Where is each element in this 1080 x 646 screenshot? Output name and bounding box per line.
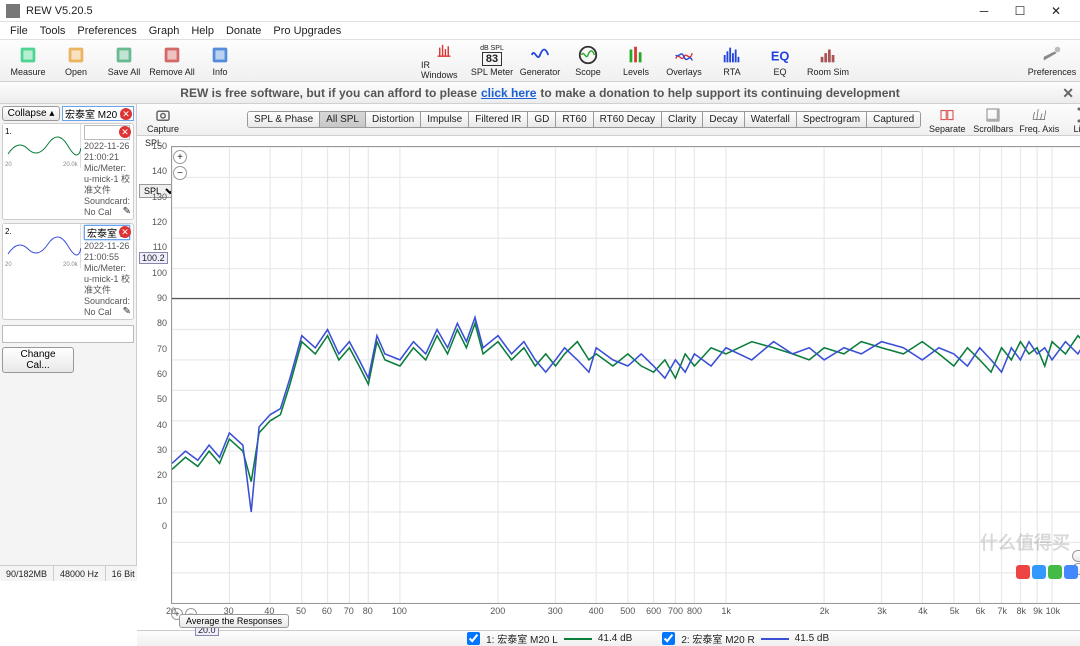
menubar: FileToolsPreferencesGraphHelpDonatePro U… <box>0 22 1080 40</box>
tab-filteredir[interactable]: Filtered IR <box>469 112 528 127</box>
capture-button[interactable]: Capture <box>143 106 183 134</box>
svg-text:20: 20 <box>5 262 12 268</box>
levels-button[interactable]: Levels <box>612 41 660 81</box>
open-button[interactable]: Open <box>52 41 100 81</box>
measure-button[interactable]: Measure <box>4 41 52 81</box>
menu-proupgrades[interactable]: Pro Upgrades <box>267 25 347 37</box>
edit-icon[interactable]: ✎ <box>123 206 131 217</box>
delete-icon[interactable]: ✕ <box>120 108 132 120</box>
legend-item[interactable]: 1: 宏泰室 M20 L 41.4 dB <box>467 631 632 646</box>
tab-rtdecay[interactable]: RT60 Decay <box>594 112 662 127</box>
info-button[interactable]: Info <box>196 41 244 81</box>
viewbar: Capture SPL & PhaseAll SPLDistortionImpu… <box>137 104 1080 136</box>
plot-canvas[interactable]: 10 ... 200 20 ... 20,000 <box>171 146 1080 604</box>
menu-help[interactable]: Help <box>185 25 220 37</box>
legend-checkbox[interactable] <box>467 632 480 645</box>
chart-legend: 1: 宏泰室 M20 L 41.4 dB 2: 宏泰室 M20 R 41.5 d… <box>137 630 1080 646</box>
donation-banner: REW is free software, but if you can aff… <box>0 82 1080 104</box>
system-tray <box>1016 565 1078 579</box>
change-cal-button[interactable]: Change Cal... <box>2 347 74 373</box>
rta-button[interactable]: RTA <box>708 41 756 81</box>
svg-text:20: 20 <box>5 162 12 168</box>
x-axis: +− 20.0 20304050607080100200300400500600… <box>171 606 1080 620</box>
y-axis: SPL SPL▾ 0102030405060708090100110120130… <box>137 136 171 630</box>
tab-rt[interactable]: RT60 <box>556 112 593 127</box>
saveall-button[interactable]: Save All <box>100 41 148 81</box>
legend-checkbox[interactable] <box>662 632 675 645</box>
eq-button[interactable]: EQEQ <box>756 41 804 81</box>
freqaxis-button[interactable]: Freq. Axis <box>1017 106 1061 134</box>
window-title: REW V5.20.5 <box>26 5 966 17</box>
titlebar: REW V5.20.5 ─ ☐ ✕ <box>0 0 1080 22</box>
menu-tools[interactable]: Tools <box>34 25 72 37</box>
svg-text:1.: 1. <box>5 127 12 136</box>
maximize-button[interactable]: ☐ <box>1002 1 1038 21</box>
collapse-button[interactable]: Collapse ▴ <box>2 106 60 121</box>
svg-text:EQ: EQ <box>771 49 790 64</box>
tab-clarity[interactable]: Clarity <box>662 112 703 127</box>
tab-decay[interactable]: Decay <box>703 112 744 127</box>
y-zoom-buttons[interactable]: +− <box>173 150 187 180</box>
tab-distortion[interactable]: Distortion <box>366 112 421 127</box>
splmeter-button[interactable]: dB SPL83SPL Meter <box>468 41 516 81</box>
legend-item[interactable]: 2: 宏泰室 M20 R 41.5 dB <box>662 631 829 646</box>
irwin-button[interactable]: IR Windows <box>420 41 468 81</box>
menu-graph[interactable]: Graph <box>143 25 186 37</box>
svg-text:20.0k: 20.0k <box>63 162 79 168</box>
tab-allspl[interactable]: All SPL <box>320 112 366 127</box>
tab-impulse[interactable]: Impulse <box>421 112 469 127</box>
measurement-item[interactable]: 2.2020.0k 2022-11-26 21:00:55Mic/Meter: … <box>2 223 134 320</box>
right-panel: Capture SPL & PhaseAll SPLDistortionImpu… <box>137 104 1080 565</box>
limits-button[interactable]: Limits <box>1063 106 1080 134</box>
tab-spectrogram[interactable]: Spectrogram <box>797 112 867 127</box>
menu-file[interactable]: File <box>4 25 34 37</box>
svg-text:20.0k: 20.0k <box>63 262 79 268</box>
roomsim-button[interactable]: Room Sim <box>804 41 852 81</box>
delete-icon[interactable]: ✕ <box>119 126 131 138</box>
delete-icon[interactable]: ✕ <box>119 226 131 238</box>
overlays-button[interactable]: Overlays <box>660 41 708 81</box>
menu-donate[interactable]: Donate <box>220 25 267 37</box>
average-responses-button[interactable]: Average the Responses <box>179 614 289 628</box>
removeall-button[interactable]: Remove All <box>148 41 196 81</box>
chart-area: SPL SPL▾ 0102030405060708090100110120130… <box>137 136 1080 630</box>
app-icon <box>6 4 20 18</box>
scrollbars-button[interactable]: Scrollbars <box>971 106 1015 134</box>
view-tabs: SPL & PhaseAll SPLDistortionImpulseFilte… <box>247 111 921 128</box>
svg-text:2.: 2. <box>5 227 12 236</box>
menu-preferences[interactable]: Preferences <box>71 25 142 37</box>
toolbar: MeasureOpenSave AllRemove AllInfo IR Win… <box>0 40 1080 82</box>
donate-link[interactable]: click here <box>481 86 536 100</box>
measurement-item[interactable]: 1.2020.0k 2022-11-26 21:00:21Mic/Meter: … <box>2 123 134 220</box>
note-input[interactable] <box>2 325 134 343</box>
tab-captured[interactable]: Captured <box>867 112 920 127</box>
preferences-button[interactable]: Preferences <box>1028 41 1076 81</box>
separate-button[interactable]: Separate <box>925 106 969 134</box>
minimize-button[interactable]: ─ <box>966 1 1002 21</box>
scope-button[interactable]: Scope <box>564 41 612 81</box>
tab-waterfall[interactable]: Waterfall <box>745 112 797 127</box>
banner-close-icon[interactable]: ✕ <box>1062 85 1074 102</box>
generator-button[interactable]: Generator <box>516 41 564 81</box>
close-button[interactable]: ✕ <box>1038 1 1074 21</box>
tab-splphase[interactable]: SPL & Phase <box>248 112 320 127</box>
cursor-y-readout: 100.2 <box>139 252 168 264</box>
tab-gd[interactable]: GD <box>528 112 556 127</box>
sidebar: Collapse ▴ ✕ 1.2020.0k 2022-11-26 21:00:… <box>0 104 137 565</box>
edit-icon[interactable]: ✎ <box>123 306 131 317</box>
